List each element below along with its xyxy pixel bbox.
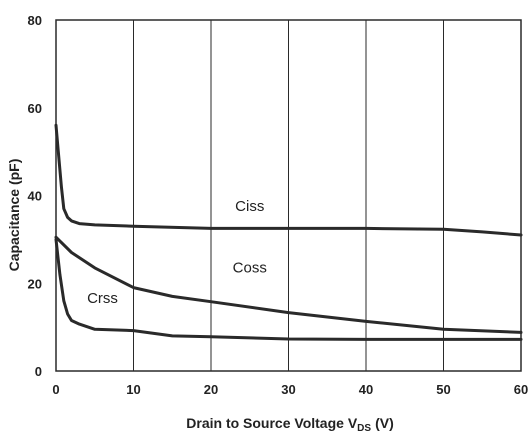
y-tick-labels: 0 20 40 60 80	[28, 13, 42, 379]
series-line-coss	[54, 235, 523, 334]
y-tick-label: 20	[28, 276, 42, 291]
x-tick-label: 20	[204, 382, 218, 397]
series-label-coss: Coss	[233, 259, 267, 276]
grid-layer	[133, 20, 444, 371]
x-tick-label: 50	[436, 382, 450, 397]
series-line-ciss	[54, 123, 523, 237]
x-tick-label: 60	[514, 382, 528, 397]
x-tick-labels: 0 10 20 30 40 50 60	[52, 382, 528, 397]
x-axis-title-main: Drain to Source Voltage V	[186, 415, 358, 431]
x-axis-title-subscript: DS	[357, 423, 371, 434]
x-tick-label: 30	[281, 382, 295, 397]
series-labels: Ciss Coss Crss	[87, 198, 267, 307]
x-axis-title-unit: (V)	[375, 415, 394, 431]
x-tick-label: 0	[52, 382, 59, 397]
y-tick-label: 60	[28, 101, 42, 116]
y-tick-label: 0	[35, 364, 42, 379]
series-label-crss: Crss	[87, 290, 118, 307]
x-tick-label: 40	[359, 382, 373, 397]
y-axis-title: Capacitance (pF)	[6, 159, 22, 272]
y-tick-label: 80	[28, 13, 42, 28]
plot-frame	[55, 19, 522, 372]
x-tick-label: 10	[126, 382, 140, 397]
y-tick-label: 40	[28, 189, 42, 204]
series-line-crss	[54, 237, 523, 341]
series-label-ciss: Ciss	[235, 198, 264, 215]
x-axis-title: Drain to Source Voltage VDS (V)	[186, 415, 393, 434]
curve-layer	[54, 123, 523, 341]
